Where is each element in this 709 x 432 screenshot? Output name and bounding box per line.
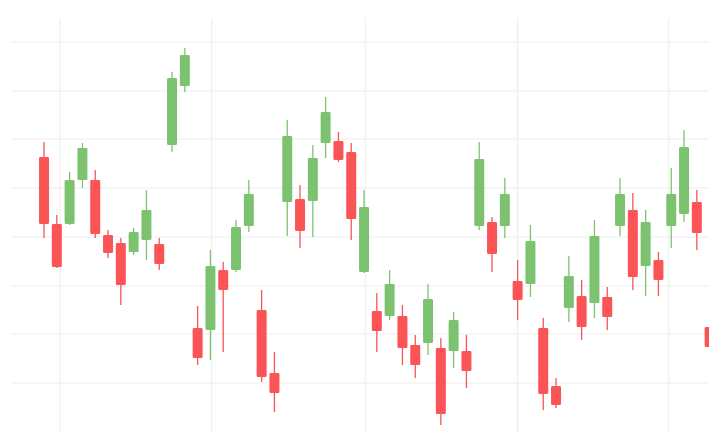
candle-body [77, 148, 88, 180]
candle-body [90, 180, 101, 234]
candle-body [51, 224, 62, 267]
candle-body [448, 320, 459, 351]
candle-body [461, 351, 472, 371]
candle-body [615, 194, 626, 226]
candle-body [167, 78, 178, 145]
candle-body [435, 348, 446, 414]
candle-body [282, 136, 293, 202]
candle-body [384, 284, 395, 316]
candle-body [499, 194, 510, 226]
candle-body [538, 328, 549, 394]
candle-body [346, 152, 357, 219]
candle-body [295, 199, 306, 231]
candle-body [551, 386, 562, 405]
candle-body [371, 311, 382, 331]
candle-body [704, 327, 709, 347]
candle-body [205, 266, 216, 330]
candle-body [627, 210, 638, 277]
candle-body [218, 270, 229, 290]
candle-body [423, 299, 434, 343]
candle-body [525, 241, 536, 284]
candle-body [359, 207, 370, 272]
candle-body [269, 373, 280, 393]
candle-body [487, 222, 498, 254]
candle-body [307, 158, 318, 201]
candle-body [39, 157, 50, 224]
candle-body [64, 180, 75, 224]
candle-body [563, 276, 574, 308]
candle-body [474, 159, 485, 226]
candle-body [231, 227, 242, 270]
candle-body [128, 232, 139, 252]
candle-body [653, 260, 664, 280]
candle-body [679, 147, 690, 214]
candle-body [397, 316, 408, 348]
candle-body [115, 243, 126, 285]
candle-body [576, 296, 587, 327]
candle-body [589, 236, 600, 303]
candle-body [256, 310, 267, 377]
candle-body [333, 141, 344, 160]
candle-body [512, 281, 523, 300]
candle-body [103, 235, 114, 253]
candle-body [410, 345, 421, 365]
candle-body [666, 194, 677, 226]
candle-body [320, 112, 331, 143]
candle-body [192, 328, 203, 358]
candle-body [154, 244, 165, 264]
candle-body [640, 222, 651, 266]
candle-body [243, 194, 254, 226]
candle-body [141, 210, 152, 240]
candle-body [179, 55, 190, 86]
candle-body [602, 297, 613, 317]
candle-body [691, 202, 702, 233]
